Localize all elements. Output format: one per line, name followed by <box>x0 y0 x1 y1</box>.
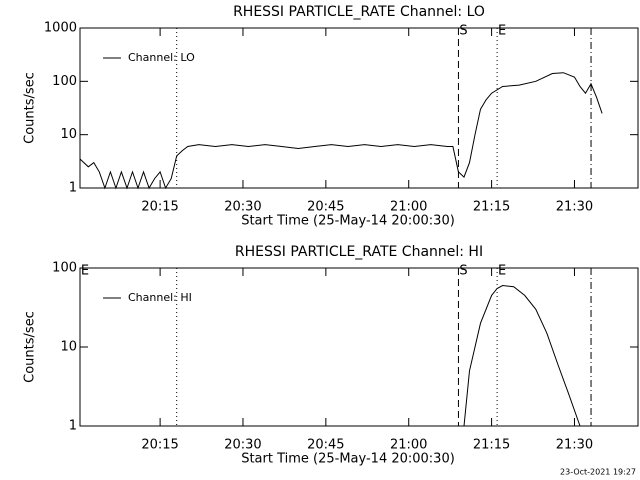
data-line <box>463 284 581 427</box>
event-label: E <box>498 24 506 39</box>
y-tick-label: 1 <box>69 419 77 434</box>
x-tick-label: 20:30 <box>224 438 261 453</box>
footer: 23-Oct-2021 19:27 <box>560 468 636 477</box>
legend-label: Channel: HI <box>128 291 192 304</box>
y-tick-label: 100 <box>52 74 77 89</box>
x-tick-label: 21:30 <box>556 200 593 215</box>
y-axis-label: Counts/sec <box>23 72 38 144</box>
legend-label: Channel: LO <box>128 51 195 64</box>
x-tick-label: 20:30 <box>224 200 261 215</box>
data-line <box>79 72 603 190</box>
x-tick-label: 20:15 <box>141 200 178 215</box>
event-label: E <box>498 264 506 279</box>
corner-label: E <box>81 264 89 279</box>
chart-title: RHESSI PARTICLE_RATE Channel: HI <box>235 244 483 260</box>
x-tick-label: 20:45 <box>307 200 344 215</box>
y-tick-label: 100 <box>52 261 77 276</box>
x-axis-label: Start Time (25-May-14 20:00:30) <box>241 214 455 229</box>
event-label: S <box>459 264 467 279</box>
y-tick-label: 10 <box>60 127 77 142</box>
plot-frame <box>79 27 639 189</box>
chart-title: RHESSI PARTICLE_RATE Channel: LO <box>233 4 485 20</box>
x-tick-label: 21:15 <box>473 438 510 453</box>
y-tick-label: 1000 <box>44 21 77 36</box>
y-tick-label: 1 <box>69 181 77 196</box>
x-tick-label: 21:00 <box>390 200 427 215</box>
x-tick-label: 20:15 <box>141 438 178 453</box>
x-tick-label: 20:45 <box>307 438 344 453</box>
y-tick-label: 10 <box>60 340 77 355</box>
y-axis-label: Counts/sec <box>23 311 38 383</box>
x-tick-label: 21:15 <box>473 200 510 215</box>
x-tick-label: 21:30 <box>556 438 593 453</box>
event-label: S <box>459 24 467 39</box>
x-axis-label: Start Time (25-May-14 20:00:30) <box>241 452 455 467</box>
x-tick-label: 21:00 <box>390 438 427 453</box>
